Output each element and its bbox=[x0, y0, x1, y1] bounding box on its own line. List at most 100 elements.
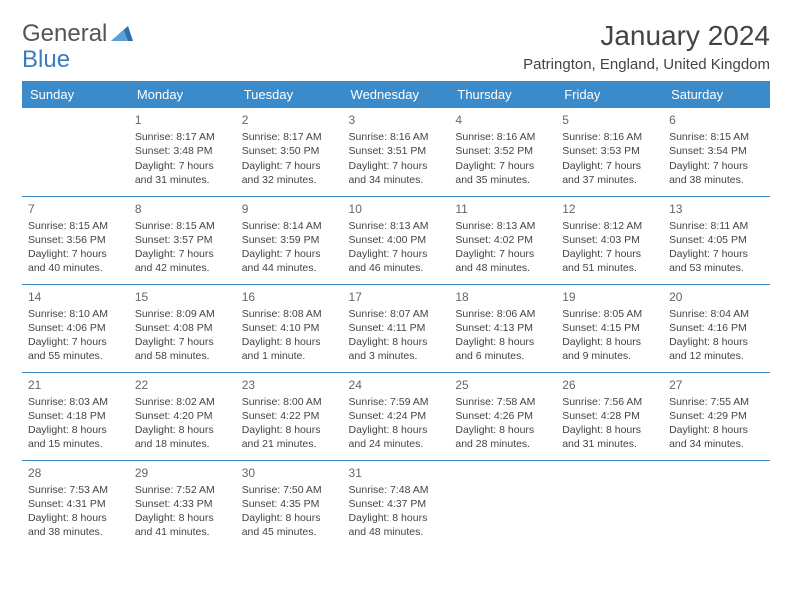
day-number: 15 bbox=[135, 289, 230, 305]
day-number: 13 bbox=[669, 201, 764, 217]
day-cell-11: 11 Sunrise: 8:13 AMSunset: 4:02 PMDayligh… bbox=[449, 196, 556, 284]
logo-text-general: General bbox=[22, 20, 107, 48]
day-info: Sunrise: 8:12 AMSunset: 4:03 PMDaylight:… bbox=[562, 219, 657, 276]
day-cell-25: 25Sunrise: 7:58 AMSunset: 4:26 PMDayligh… bbox=[449, 372, 556, 460]
day-header-thursday: Thursday bbox=[449, 81, 556, 108]
day-info: Sunrise: 8:13 AMSunset: 4:00 PMDaylight:… bbox=[349, 219, 444, 276]
day-cell-12: 12 Sunrise: 8:12 AMSunset: 4:03 PMDayligh… bbox=[556, 196, 663, 284]
day-number: 17 bbox=[349, 289, 444, 305]
day-info: Sunrise: 8:03 AMSunset: 4:18 PMDaylight:… bbox=[28, 395, 123, 452]
day-number: 19 bbox=[562, 289, 657, 305]
day-number: 2 bbox=[242, 112, 337, 128]
day-info: Sunrise: 7:59 AMSunset: 4:24 PMDaylight:… bbox=[349, 395, 444, 452]
day-cell-30: 30 Sunrise: 7:50 AMSunset: 4:35 PMDayligh… bbox=[236, 460, 343, 548]
day-number: 27 bbox=[669, 377, 764, 393]
empty-cell bbox=[449, 460, 556, 548]
day-number: 21 bbox=[28, 377, 123, 393]
calendar-body: 1Sunrise: 8:17 AMSunset: 3:48 PMDaylight… bbox=[22, 108, 770, 548]
day-cell-17: 17Sunrise: 8:07 AMSunset: 4:11 PMDayligh… bbox=[343, 284, 450, 372]
day-cell-29: 29 Sunrise: 7:52 AMSunset: 4:33 PMDayligh… bbox=[129, 460, 236, 548]
day-number: 8 bbox=[135, 201, 230, 217]
day-info: Sunrise: 8:14 AMSunset: 3:59 PMDaylight:… bbox=[242, 219, 337, 276]
day-cell-15: 15 Sunrise: 8:09 AMSunset: 4:08 PMDayligh… bbox=[129, 284, 236, 372]
day-cell-31: 31Sunrise: 7:48 AMSunset: 4:37 PMDayligh… bbox=[343, 460, 450, 548]
day-number: 23 bbox=[242, 377, 337, 393]
day-number: 22 bbox=[135, 377, 230, 393]
day-info: Sunrise: 7:48 AMSunset: 4:37 PMDaylight:… bbox=[349, 483, 444, 540]
day-cell-26: 26Sunrise: 7:56 AMSunset: 4:28 PMDayligh… bbox=[556, 372, 663, 460]
day-header-wednesday: Wednesday bbox=[343, 81, 450, 108]
empty-cell bbox=[663, 460, 770, 548]
day-info: Sunrise: 8:13 AMSunset: 4:02 PMDaylight:… bbox=[455, 219, 550, 276]
day-cell-21: 21 Sunrise: 8:03 AMSunset: 4:18 PMDayligh… bbox=[22, 372, 129, 460]
day-info: Sunrise: 7:53 AMSunset: 4:31 PMDaylight:… bbox=[28, 483, 123, 540]
day-cell-14: 14Sunrise: 8:10 AMSunset: 4:06 PMDayligh… bbox=[22, 284, 129, 372]
day-number: 16 bbox=[242, 289, 337, 305]
day-number: 6 bbox=[669, 112, 764, 128]
logo-triangle-icon bbox=[111, 20, 133, 48]
day-header-tuesday: Tuesday bbox=[236, 81, 343, 108]
day-number: 5 bbox=[562, 112, 657, 128]
day-number: 30 bbox=[242, 465, 337, 481]
day-cell-6: 6 Sunrise: 8:15 AMSunset: 3:54 PMDaylight… bbox=[663, 108, 770, 196]
day-info: Sunrise: 8:15 AMSunset: 3:54 PMDaylight:… bbox=[669, 130, 764, 187]
calendar-table: SundayMondayTuesdayWednesdayThursdayFrid… bbox=[22, 81, 770, 548]
day-header-sunday: Sunday bbox=[22, 81, 129, 108]
day-info: Sunrise: 8:16 AMSunset: 3:51 PMDaylight:… bbox=[349, 130, 444, 187]
day-header-saturday: Saturday bbox=[663, 81, 770, 108]
day-number: 29 bbox=[135, 465, 230, 481]
day-number: 9 bbox=[242, 201, 337, 217]
day-cell-16: 16 Sunrise: 8:08 AMSunset: 4:10 PMDayligh… bbox=[236, 284, 343, 372]
day-number: 3 bbox=[349, 112, 444, 128]
day-cell-1: 1Sunrise: 8:17 AMSunset: 3:48 PMDaylight… bbox=[129, 108, 236, 196]
day-cell-5: 5 Sunrise: 8:16 AMSunset: 3:53 PMDaylight… bbox=[556, 108, 663, 196]
day-number: 10 bbox=[349, 201, 444, 217]
day-cell-23: 23Sunrise: 8:00 AMSunset: 4:22 PMDayligh… bbox=[236, 372, 343, 460]
page-header: General January 2024 Patrington, England… bbox=[22, 20, 770, 73]
day-number: 28 bbox=[28, 465, 123, 481]
logo: General bbox=[22, 20, 135, 48]
day-number: 26 bbox=[562, 377, 657, 393]
day-cell-18: 18 Sunrise: 8:06 AMSunset: 4:13 PMDayligh… bbox=[449, 284, 556, 372]
day-cell-13: 13 Sunrise: 8:11 AMSunset: 4:05 PMDayligh… bbox=[663, 196, 770, 284]
day-cell-28: 28 Sunrise: 7:53 AMSunset: 4:31 PMDayligh… bbox=[22, 460, 129, 548]
week-row: 14Sunrise: 8:10 AMSunset: 4:06 PMDayligh… bbox=[22, 284, 770, 372]
day-info: Sunrise: 8:06 AMSunset: 4:13 PMDaylight:… bbox=[455, 307, 550, 364]
calendar-page: General January 2024 Patrington, England… bbox=[0, 0, 792, 612]
day-cell-19: 19 Sunrise: 8:05 AMSunset: 4:15 PMDayligh… bbox=[556, 284, 663, 372]
day-info: Sunrise: 7:55 AMSunset: 4:29 PMDaylight:… bbox=[669, 395, 764, 452]
day-number: 11 bbox=[455, 201, 550, 217]
day-info: Sunrise: 8:09 AMSunset: 4:08 PMDaylight:… bbox=[135, 307, 230, 364]
day-cell-9: 9 Sunrise: 8:14 AMSunset: 3:59 PMDaylight… bbox=[236, 196, 343, 284]
day-info: Sunrise: 8:16 AMSunset: 3:53 PMDaylight:… bbox=[562, 130, 657, 187]
day-number: 4 bbox=[455, 112, 550, 128]
title-block: January 2024 Patrington, England, United… bbox=[523, 20, 770, 73]
day-info: Sunrise: 7:52 AMSunset: 4:33 PMDaylight:… bbox=[135, 483, 230, 540]
day-info: Sunrise: 8:05 AMSunset: 4:15 PMDaylight:… bbox=[562, 307, 657, 364]
day-info: Sunrise: 8:10 AMSunset: 4:06 PMDaylight:… bbox=[28, 307, 123, 364]
day-number: 18 bbox=[455, 289, 550, 305]
week-row: 7Sunrise: 8:15 AMSunset: 3:56 PMDaylight… bbox=[22, 196, 770, 284]
day-cell-20: 20Sunrise: 8:04 AMSunset: 4:16 PMDayligh… bbox=[663, 284, 770, 372]
day-header-monday: Monday bbox=[129, 81, 236, 108]
day-info: Sunrise: 8:08 AMSunset: 4:10 PMDaylight:… bbox=[242, 307, 337, 364]
day-cell-27: 27 Sunrise: 7:55 AMSunset: 4:29 PMDayligh… bbox=[663, 372, 770, 460]
day-info: Sunrise: 8:11 AMSunset: 4:05 PMDaylight:… bbox=[669, 219, 764, 276]
day-cell-7: 7Sunrise: 8:15 AMSunset: 3:56 PMDaylight… bbox=[22, 196, 129, 284]
day-cell-2: 2 Sunrise: 8:17 AMSunset: 3:50 PMDaylight… bbox=[236, 108, 343, 196]
day-info: Sunrise: 7:50 AMSunset: 4:35 PMDaylight:… bbox=[242, 483, 337, 540]
day-number: 20 bbox=[669, 289, 764, 305]
day-info: Sunrise: 8:02 AMSunset: 4:20 PMDaylight:… bbox=[135, 395, 230, 452]
day-info: Sunrise: 8:15 AMSunset: 3:56 PMDaylight:… bbox=[28, 219, 123, 276]
empty-cell bbox=[22, 108, 129, 196]
day-info: Sunrise: 8:17 AMSunset: 3:50 PMDaylight:… bbox=[242, 130, 337, 187]
week-row: 21 Sunrise: 8:03 AMSunset: 4:18 PMDayligh… bbox=[22, 372, 770, 460]
day-cell-24: 24 Sunrise: 7:59 AMSunset: 4:24 PMDayligh… bbox=[343, 372, 450, 460]
month-title: January 2024 bbox=[523, 20, 770, 52]
day-info: Sunrise: 8:15 AMSunset: 3:57 PMDaylight:… bbox=[135, 219, 230, 276]
location-subtitle: Patrington, England, United Kingdom bbox=[523, 56, 770, 73]
day-info: Sunrise: 8:16 AMSunset: 3:52 PMDaylight:… bbox=[455, 130, 550, 187]
day-cell-22: 22 Sunrise: 8:02 AMSunset: 4:20 PMDayligh… bbox=[129, 372, 236, 460]
day-number: 24 bbox=[349, 377, 444, 393]
day-number: 12 bbox=[562, 201, 657, 217]
